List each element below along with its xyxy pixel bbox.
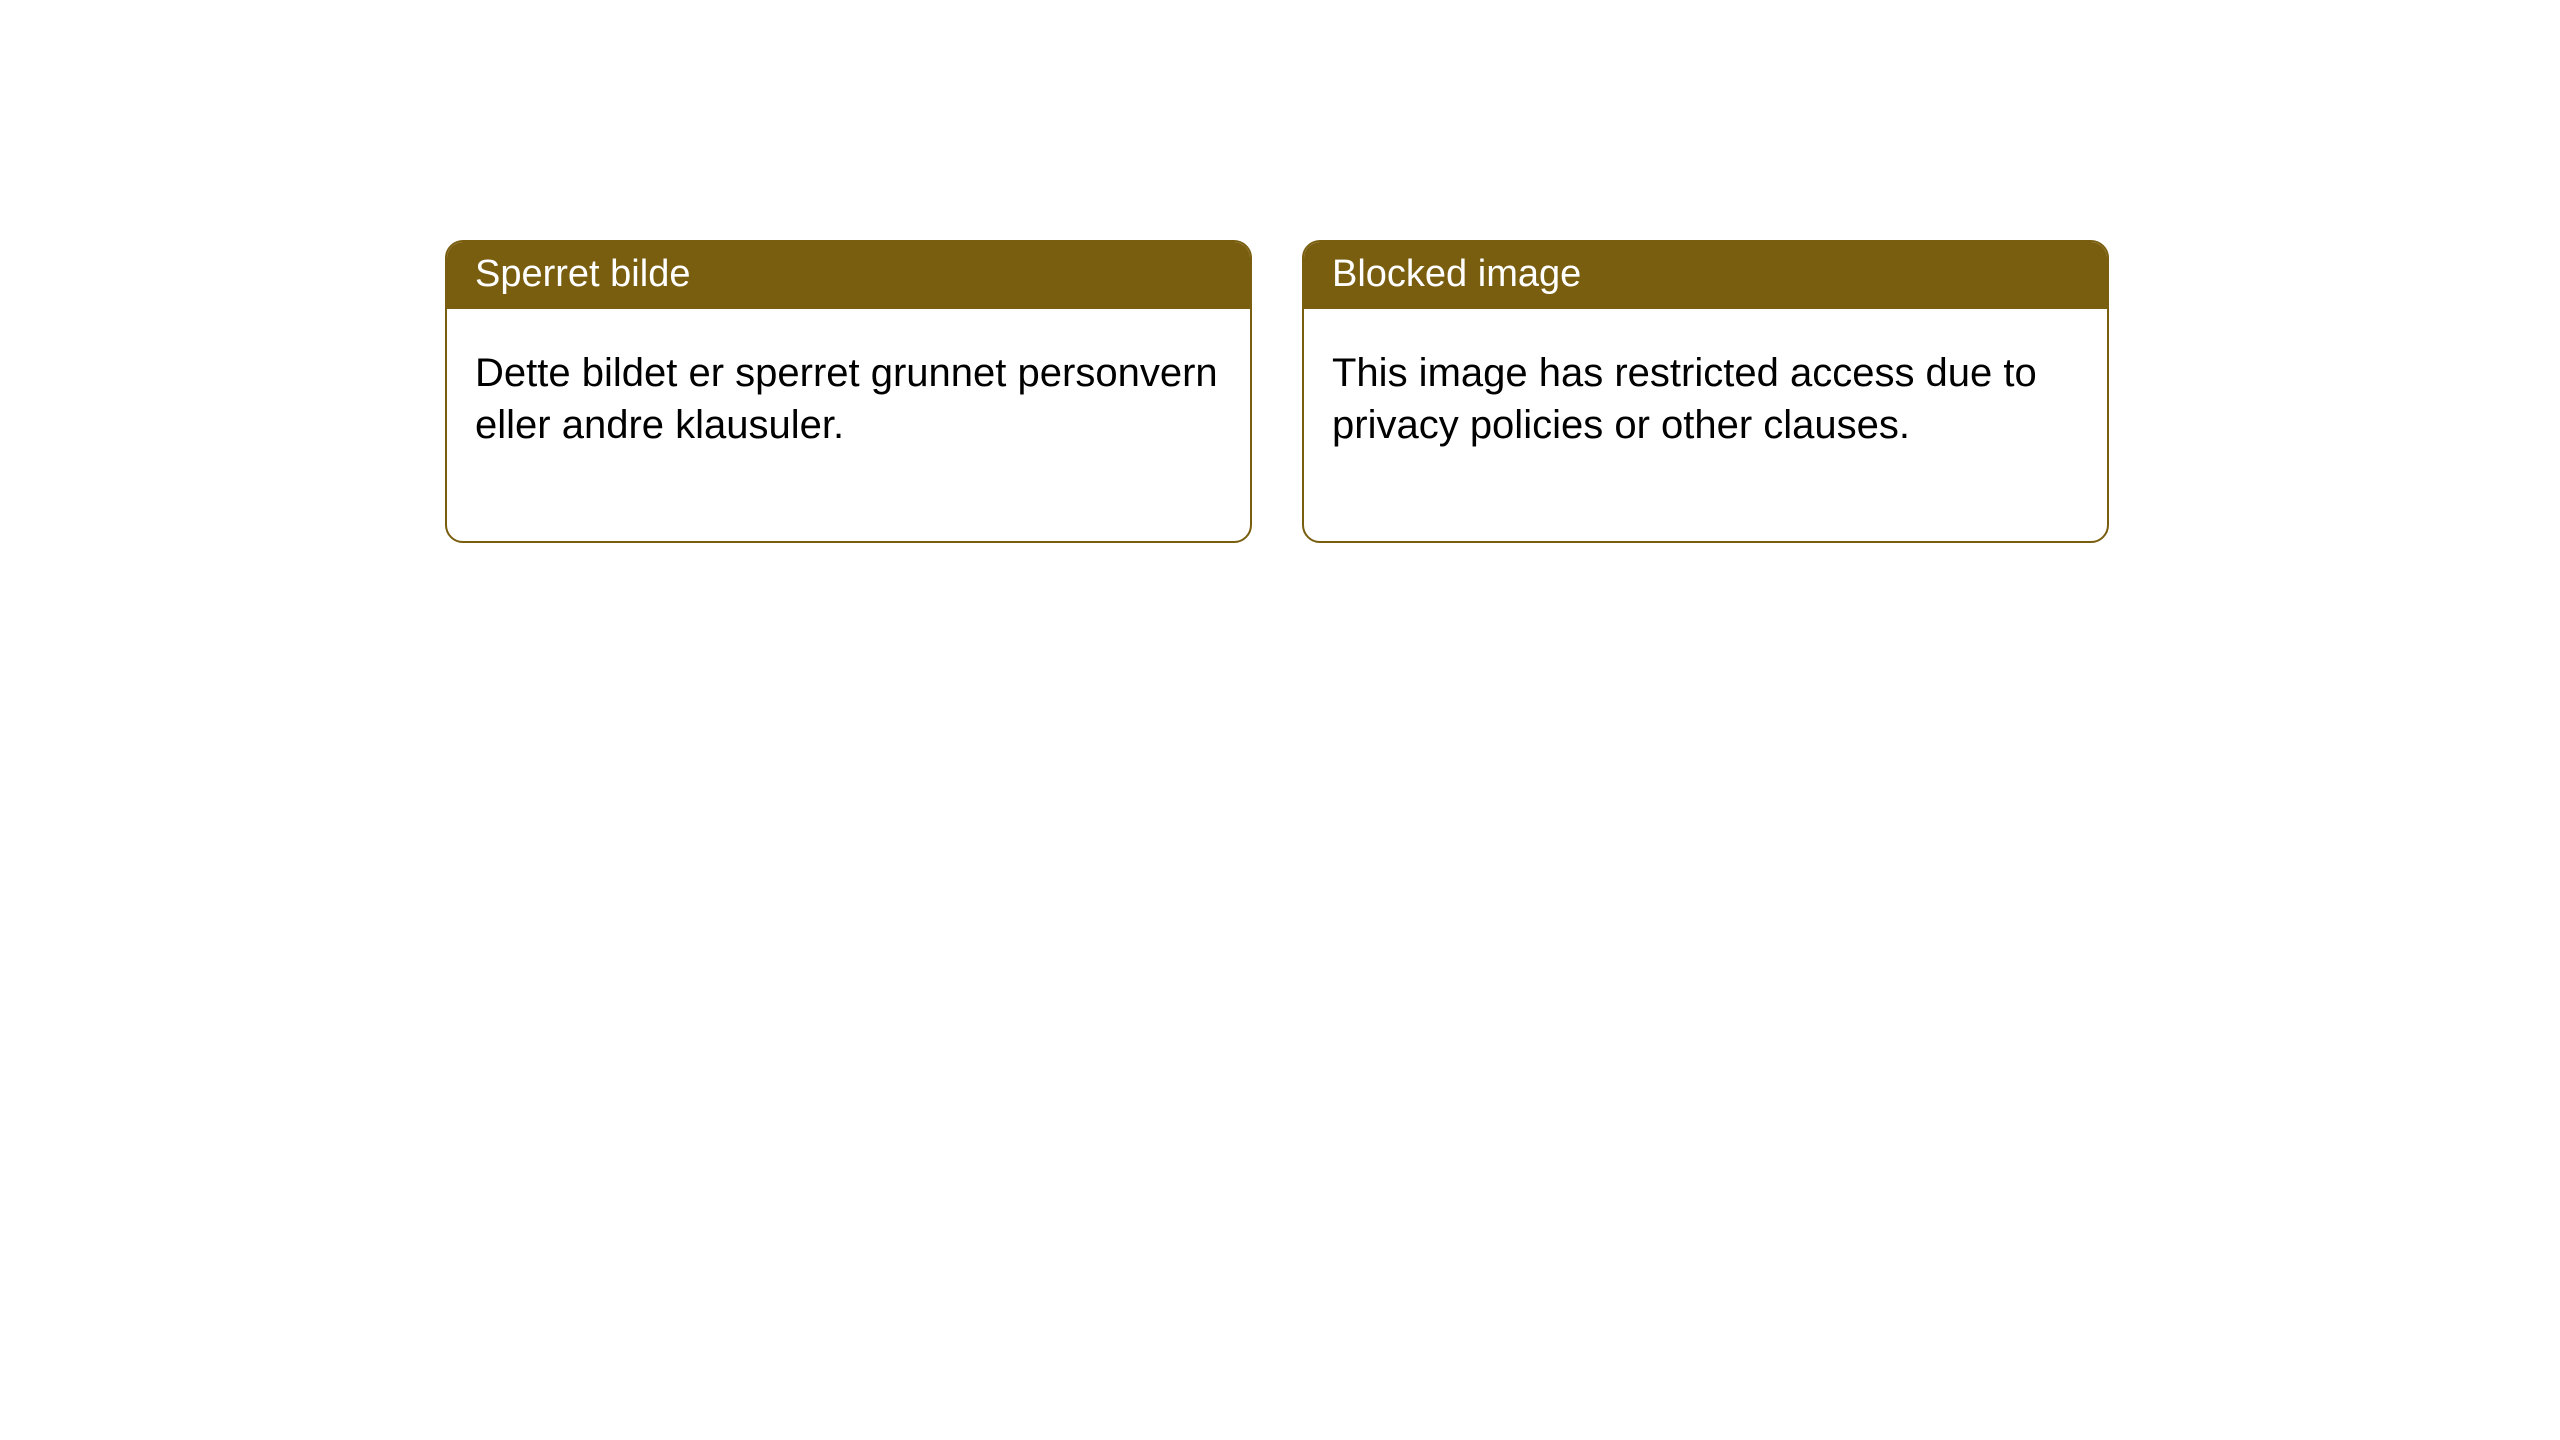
notice-card-no: Sperret bilde Dette bildet er sperret gr… <box>445 240 1252 543</box>
blocked-image-notices: Sperret bilde Dette bildet er sperret gr… <box>445 240 2109 543</box>
notice-title-no: Sperret bilde <box>447 242 1250 309</box>
notice-body-no: Dette bildet er sperret grunnet personve… <box>447 309 1250 541</box>
notice-body-en: This image has restricted access due to … <box>1304 309 2107 541</box>
notice-card-en: Blocked image This image has restricted … <box>1302 240 2109 543</box>
notice-title-en: Blocked image <box>1304 242 2107 309</box>
